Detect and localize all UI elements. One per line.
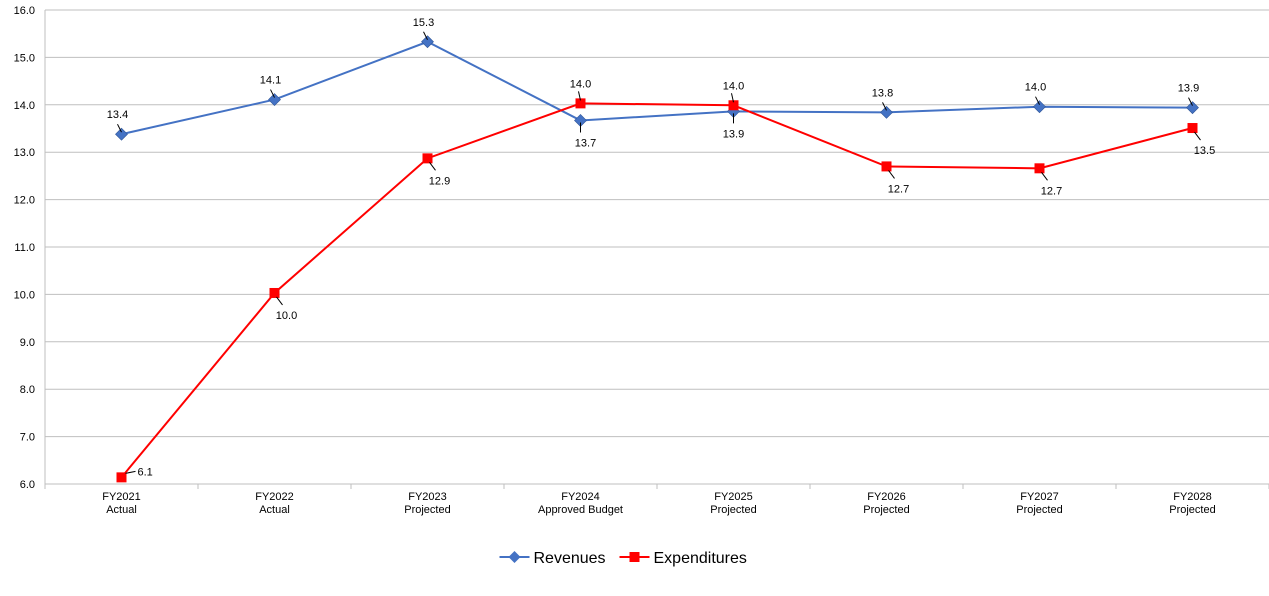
data-point-revenues[interactable] <box>1033 100 1046 114</box>
leader-line <box>1035 96 1040 105</box>
data-label-expenditures: 12.9 <box>429 175 450 187</box>
leader-line <box>731 93 734 103</box>
data-label-revenues: 13.9 <box>723 128 744 140</box>
series-line-expenditures <box>120 102 1193 479</box>
data-label-expenditures: 10.0 <box>276 310 297 322</box>
leader-line <box>1188 97 1193 106</box>
data-label-revenues: 14.0 <box>1025 82 1046 94</box>
leader-line <box>117 123 122 133</box>
y-tick-label: 11.0 <box>14 242 35 254</box>
leader-line <box>1194 131 1201 141</box>
x-tick-label: FY2022 <box>255 491 294 503</box>
x-tick-label: Approved Budget <box>538 504 623 516</box>
y-tick-label: 9.0 <box>20 337 35 349</box>
data-label-revenues: 14.1 <box>260 75 281 87</box>
leader-line <box>423 31 428 40</box>
leader-line <box>270 89 275 98</box>
x-tick-label: FY2026 <box>867 491 906 503</box>
x-tick-label: Projected <box>404 504 450 516</box>
series-line-revenues <box>121 40 1193 136</box>
leader-line <box>429 162 436 171</box>
data-point-revenues[interactable] <box>1186 101 1199 115</box>
data-point-expenditures[interactable] <box>1187 123 1198 134</box>
leader-line <box>125 470 136 474</box>
legend-label-expenditures: Expenditures <box>654 550 747 567</box>
y-tick-label: 6.0 <box>20 479 35 491</box>
leader-line <box>578 91 581 101</box>
y-tick-label: 15.0 <box>14 52 35 64</box>
data-label-expenditures: 14.0 <box>570 78 591 90</box>
x-tick-label: Actual <box>259 504 290 516</box>
y-tick-label: 8.0 <box>20 384 35 396</box>
data-label-expenditures: 12.7 <box>1041 185 1062 197</box>
legend-marker-revenues <box>508 551 521 563</box>
y-tick-label: 7.0 <box>20 432 35 444</box>
y-tick-label: 10.0 <box>14 289 35 301</box>
data-point-expenditures[interactable] <box>422 153 433 164</box>
data-point-revenues[interactable] <box>268 93 281 107</box>
x-tick-label: FY2024 <box>561 491 600 503</box>
data-point-expenditures[interactable] <box>728 100 739 111</box>
data-label-revenues: 13.7 <box>575 137 596 149</box>
legend-label-revenues: Revenues <box>534 550 606 567</box>
data-label-revenues: 13.8 <box>872 87 893 99</box>
data-label-revenues: 13.4 <box>107 109 128 121</box>
data-point-expenditures[interactable] <box>1034 163 1045 174</box>
data-label-expenditures: 14.0 <box>723 80 744 92</box>
data-label-expenditures: 6.1 <box>138 466 153 478</box>
data-label-expenditures: 13.5 <box>1194 145 1215 157</box>
data-point-expenditures[interactable] <box>269 287 280 298</box>
data-label-expenditures: 12.7 <box>888 183 909 195</box>
data-label-revenues: 15.3 <box>413 17 434 29</box>
x-tick-label: FY2021 <box>102 491 141 503</box>
leader-line <box>1041 172 1048 181</box>
x-tick-label: Projected <box>1169 504 1215 516</box>
leader-line <box>888 170 895 179</box>
x-tick-label: Projected <box>1016 504 1062 516</box>
y-tick-label: 12.0 <box>14 195 35 207</box>
y-tick-label: 13.0 <box>14 147 35 159</box>
x-tick-label: Projected <box>863 504 909 516</box>
x-tick-label: Actual <box>106 504 137 516</box>
x-tick-label: FY2025 <box>714 491 753 503</box>
data-point-revenues[interactable] <box>115 127 128 141</box>
data-point-expenditures[interactable] <box>575 98 586 109</box>
legend-marker-expenditures <box>629 552 640 562</box>
leader-line <box>882 102 887 111</box>
y-tick-label: 16.0 <box>14 5 35 17</box>
leader-line <box>276 296 283 306</box>
x-tick-label: FY2023 <box>408 491 447 503</box>
data-point-revenues[interactable] <box>880 105 893 119</box>
data-point-expenditures[interactable] <box>881 161 892 172</box>
y-tick-label: 14.0 <box>14 100 35 112</box>
data-label-revenues: 13.9 <box>1178 83 1199 95</box>
data-point-expenditures[interactable] <box>116 472 127 483</box>
x-tick-label: Projected <box>710 504 756 516</box>
x-tick-label: FY2028 <box>1173 491 1212 503</box>
data-point-revenues[interactable] <box>421 35 434 49</box>
x-tick-label: FY2027 <box>1020 491 1059 503</box>
